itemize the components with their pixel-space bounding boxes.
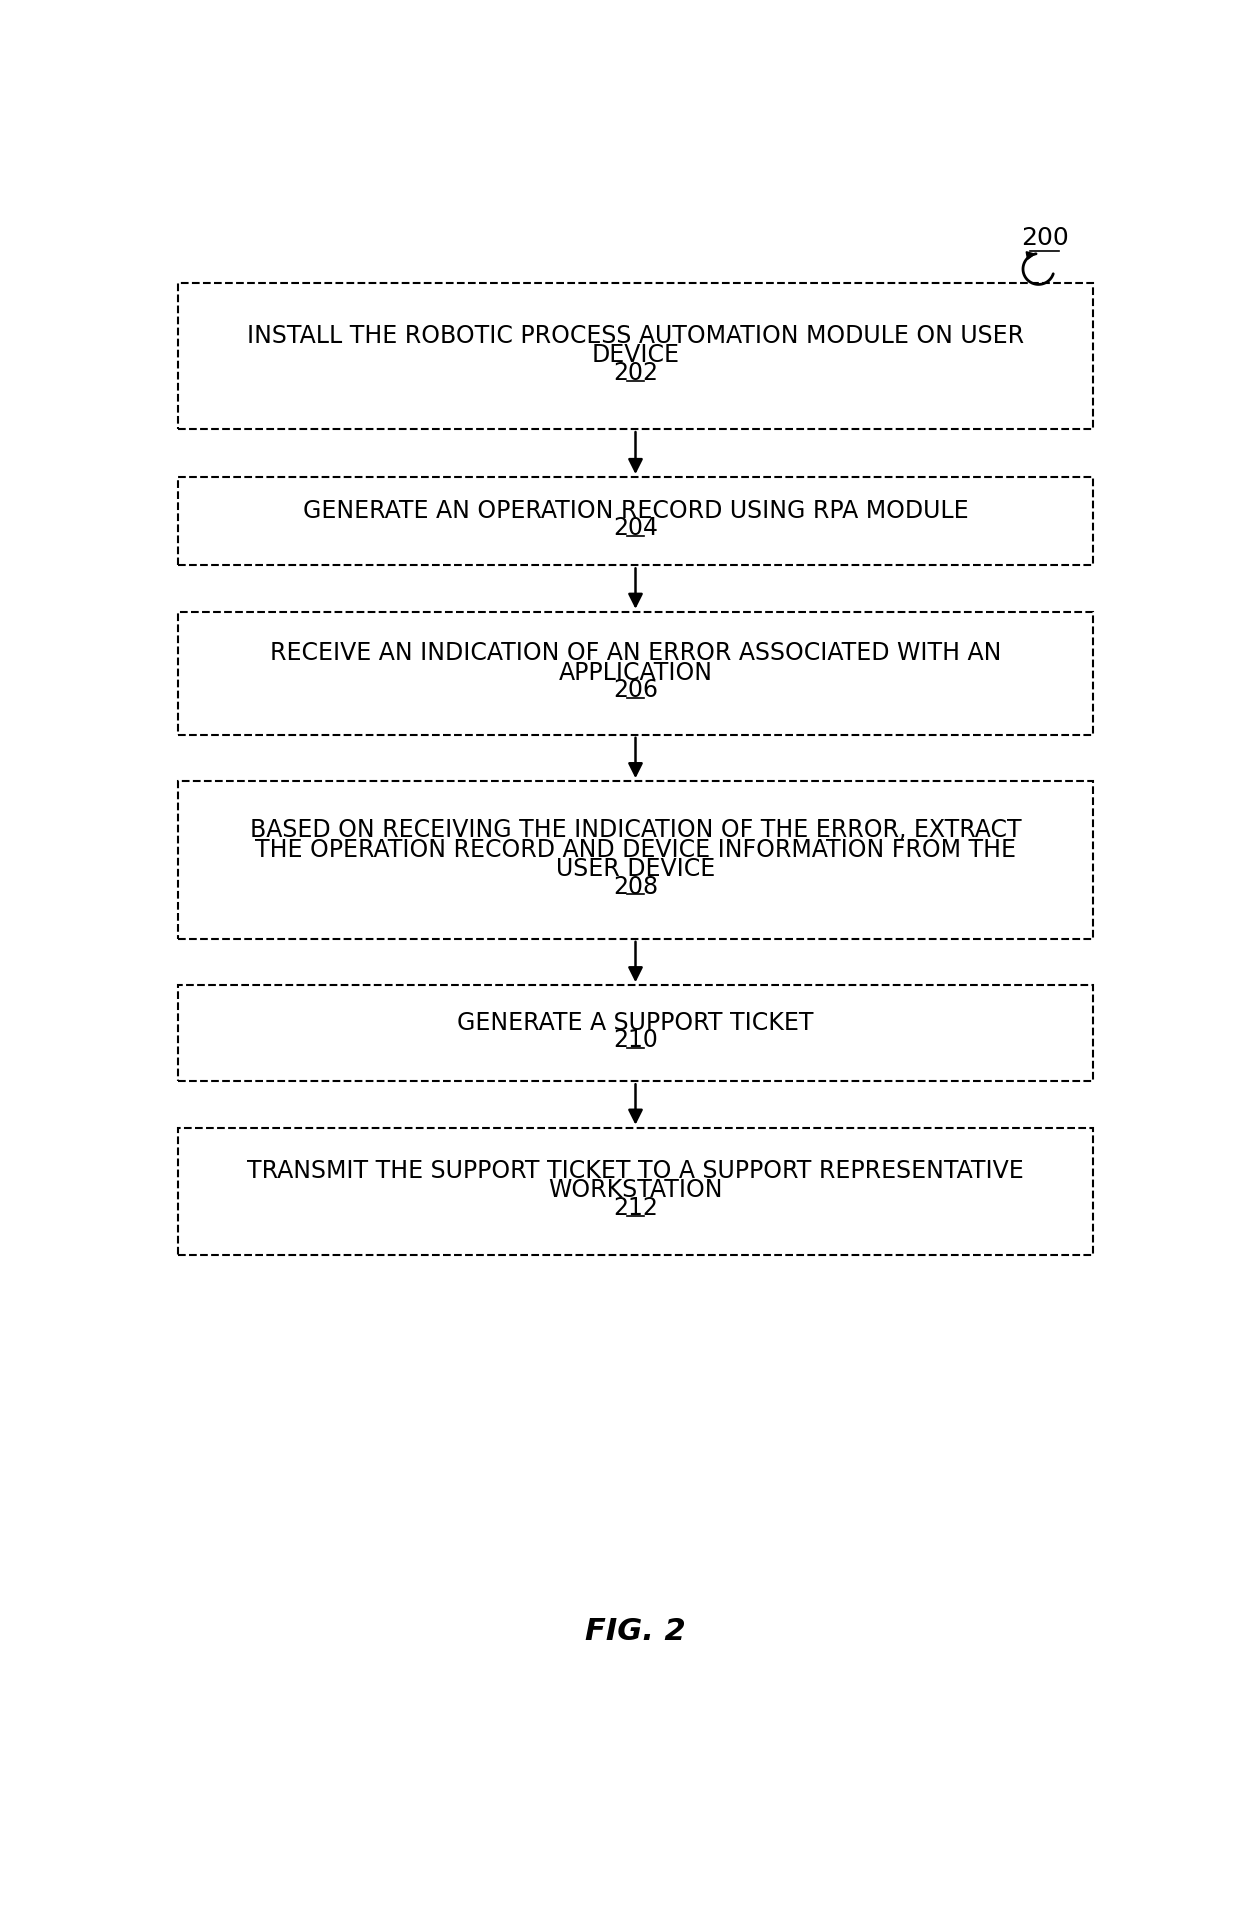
Text: GENERATE AN OPERATION RECORD USING RPA MODULE: GENERATE AN OPERATION RECORD USING RPA M…	[303, 499, 968, 523]
Text: INSTALL THE ROBOTIC PROCESS AUTOMATION MODULE ON USER: INSTALL THE ROBOTIC PROCESS AUTOMATION M…	[247, 325, 1024, 348]
Text: DEVICE: DEVICE	[591, 344, 680, 367]
Text: 206: 206	[613, 678, 658, 703]
FancyBboxPatch shape	[179, 282, 1092, 428]
Text: TRANSMIT THE SUPPORT TICKET TO A SUPPORT REPRESENTATIVE: TRANSMIT THE SUPPORT TICKET TO A SUPPORT…	[247, 1158, 1024, 1183]
Text: RECEIVE AN INDICATION OF AN ERROR ASSOCIATED WITH AN: RECEIVE AN INDICATION OF AN ERROR ASSOCI…	[270, 642, 1001, 665]
Text: 202: 202	[613, 361, 658, 384]
Text: 210: 210	[613, 1028, 658, 1053]
Text: USER DEVICE: USER DEVICE	[556, 857, 715, 882]
Text: 200: 200	[1021, 227, 1069, 250]
Text: GENERATE A SUPPORT TICKET: GENERATE A SUPPORT TICKET	[458, 1010, 813, 1035]
FancyBboxPatch shape	[179, 985, 1092, 1082]
Text: 208: 208	[613, 874, 658, 899]
FancyBboxPatch shape	[179, 782, 1092, 939]
Text: APPLICATION: APPLICATION	[558, 661, 713, 684]
Text: WORKSTATION: WORKSTATION	[548, 1178, 723, 1203]
Text: 212: 212	[613, 1197, 658, 1220]
Text: 204: 204	[613, 517, 658, 540]
Text: THE OPERATION RECORD AND DEVICE INFORMATION FROM THE: THE OPERATION RECORD AND DEVICE INFORMAT…	[255, 838, 1016, 861]
FancyBboxPatch shape	[179, 1128, 1092, 1254]
Text: BASED ON RECEIVING THE INDICATION OF THE ERROR, EXTRACT: BASED ON RECEIVING THE INDICATION OF THE…	[249, 818, 1022, 841]
FancyBboxPatch shape	[179, 611, 1092, 736]
Text: FIG. 2: FIG. 2	[585, 1617, 686, 1646]
FancyBboxPatch shape	[179, 476, 1092, 565]
